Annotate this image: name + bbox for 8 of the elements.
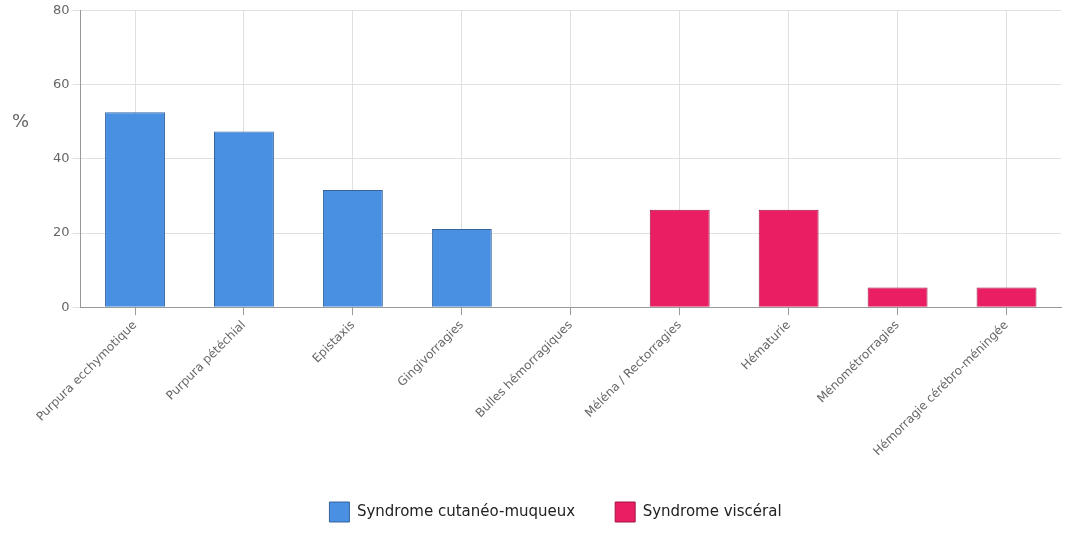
y-tick-label: 80 — [53, 2, 70, 18]
y-axis-title: % — [12, 110, 30, 131]
y-tick-label: 60 — [53, 76, 70, 92]
legend-label: Syndrome viscéral — [642, 501, 782, 520]
y-tick-label: 20 — [53, 224, 70, 240]
y-tick-label: 0 — [61, 298, 70, 314]
legend-label: Syndrome cutanéo-muqueux — [356, 501, 576, 520]
y-tick-label: 40 — [53, 150, 70, 166]
